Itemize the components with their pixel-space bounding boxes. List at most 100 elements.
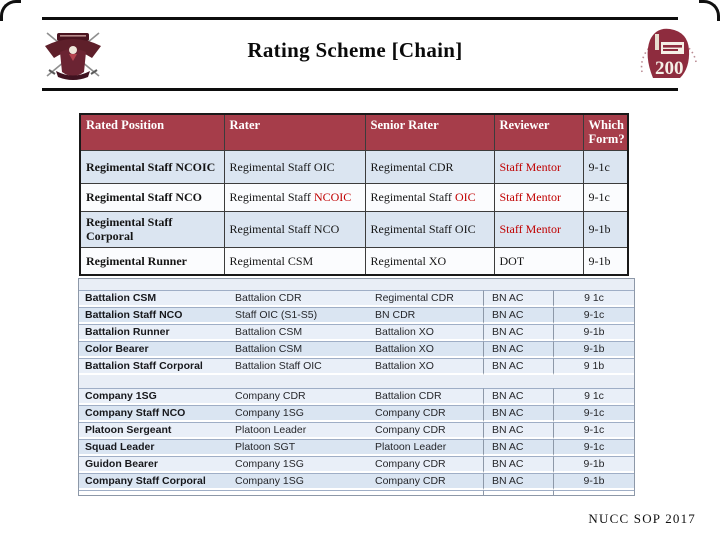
cell: Regimental Staff OIC (364, 210, 495, 248)
column-header: Senior Rater (364, 113, 495, 151)
spacer-cell (79, 375, 635, 388)
cell: BN AC (483, 405, 553, 422)
cell-text: Regimental CDR (370, 159, 454, 174)
cell: 9-1c (553, 405, 635, 422)
cell: Company 1SG (231, 405, 371, 422)
cell: Platoon Leader (231, 422, 371, 439)
cell: Battalion Staff OIC (231, 358, 371, 375)
cell: Platoon SGT (231, 439, 371, 456)
cell: Regimental CSM (223, 246, 366, 276)
cell: BN AC (483, 358, 553, 375)
cell-text: Regimental Staff NCO (86, 190, 202, 205)
slide-border-corner-right (699, 0, 720, 21)
cell-text: Regimental Runner (86, 253, 187, 268)
cell: Company CDR (371, 473, 483, 490)
cell: 9-1c (582, 182, 629, 212)
table-row: Regimental Staff Corporal Regimental Staf… (79, 210, 629, 248)
table-row: Regimental Runner Regimental CSM Regimenta… (79, 246, 629, 276)
cell-text: 9-1b (588, 253, 611, 268)
cell: BN AC (483, 422, 553, 439)
cell-text: Regimental Staff (370, 190, 455, 205)
spacer-cell (79, 279, 635, 290)
table-row: Regimental Staff NCO Regimental Staff NCO… (79, 182, 629, 212)
cell: BN AC (483, 456, 553, 473)
cell: Company CDR (371, 405, 483, 422)
header-row: Rated Position Rater Senior Rater Reviewer W… (79, 113, 629, 151)
cell: Regimental XO (364, 246, 495, 276)
cell-text: Regimental Staff NCO (229, 222, 340, 237)
cell: Battalion Staff Corporal (79, 358, 231, 375)
cell: BN AC (483, 324, 553, 341)
cell: 9-1b (582, 210, 629, 248)
cell: Staff Mentor (493, 149, 584, 184)
cell-text: Regimental Staff NCOIC (86, 159, 216, 174)
cell-text: Regimental Staff OIC (229, 159, 335, 174)
cell: 9-1b (553, 341, 635, 358)
cell: Regimental CDR (364, 149, 495, 184)
cell: Battalion XO (371, 324, 483, 341)
cell: Battalion CDR (231, 290, 371, 307)
cell: 9 1c (553, 290, 635, 307)
cell-text: 9-1b (588, 222, 611, 237)
column-header: Reviewer (493, 113, 584, 151)
cell: 9 1c (553, 388, 635, 405)
cell: Staff OIC (S1-S5) (231, 307, 371, 324)
partial-bottom-row (79, 490, 635, 495)
cell: BN AC (483, 473, 553, 490)
cell: Regimental Staff OIC (223, 149, 366, 184)
cell: Battalion CSM (79, 290, 231, 307)
cell: DOT (493, 246, 584, 276)
cell-text: OIC (454, 190, 476, 205)
cell: Squad Leader (79, 439, 231, 456)
cell: 9-1b (553, 324, 635, 341)
cell: Regimental Staff NCO (79, 182, 225, 212)
table-row: Color Bearer Battalion CSM Battalion XO BN … (79, 341, 635, 358)
table-row: Battalion Runner Battalion CSM Battalion X… (79, 324, 635, 341)
cell: 9-1b (582, 246, 629, 276)
cell: 9-1b (553, 456, 635, 473)
cell: Company CDR (371, 456, 483, 473)
cell: 9-1c (553, 439, 635, 456)
table-row: Battalion Staff Corporal Battalion Staff … (79, 358, 635, 375)
cell: 9 1b (553, 358, 635, 375)
header-bottom-rule (42, 88, 678, 91)
cell: Battalion Staff NCO (79, 307, 231, 324)
cell-text: Regimental XO (370, 253, 447, 268)
cell-text: Regimental Staff OIC (370, 222, 476, 237)
cell-text: Staff Mentor (499, 190, 561, 205)
cell-text: 9-1c (588, 159, 610, 174)
cell: 9-1c (553, 422, 635, 439)
table-row: Regimental Staff NCOIC Regimental Staff O… (79, 149, 629, 184)
cell: Company 1SG (79, 388, 231, 405)
cell: Company 1SG (231, 473, 371, 490)
column-header: Rated Position (79, 113, 225, 151)
table-row: Platoon Sergeant Platoon Leader Company CD… (79, 422, 635, 439)
norwich-200-badge-logo: 200 (640, 28, 697, 79)
cell: Battalion CDR (371, 388, 483, 405)
cell-text: Regimental CSM (229, 253, 314, 268)
cell: BN AC (483, 290, 553, 307)
cell: Platoon Leader (371, 439, 483, 456)
cell: Regimental Staff NCOIC (79, 149, 225, 184)
cell: Battalion Runner (79, 324, 231, 341)
cell: Staff Mentor (493, 210, 584, 248)
header-top-rule (42, 17, 678, 20)
cell: Regimental Staff NCOIC (223, 182, 366, 212)
cell: BN CDR (371, 307, 483, 324)
page-title: Rating Scheme [Chain] (247, 38, 463, 62)
cell: BN AC (483, 307, 553, 324)
cell: Company CDR (371, 422, 483, 439)
cell-text: Regimental Staff (229, 190, 314, 205)
table-row: Squad Leader Platoon SGT Platoon Leader BN … (79, 439, 635, 456)
cell: Staff Mentor (493, 182, 584, 212)
cell (79, 490, 483, 495)
cell: Battalion CSM (231, 341, 371, 358)
table-row: Company Staff Corporal Company 1SG Company… (79, 473, 635, 490)
cell: 9-1c (553, 307, 635, 324)
slide-border-corner-left (0, 0, 21, 21)
spacer-row (79, 279, 635, 290)
table-row: Company 1SG Company CDR Battalion CDR BN AC… (79, 388, 635, 405)
table-row: Battalion Staff NCO Staff OIC (S1-S5) BN C… (79, 307, 635, 324)
cell: Guidon Bearer (79, 456, 231, 473)
